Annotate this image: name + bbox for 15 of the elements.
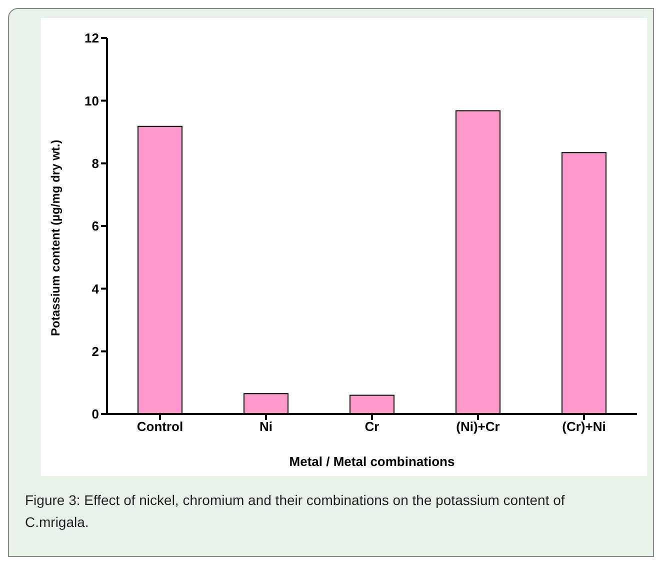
y-tick-label: 12 <box>84 30 99 46</box>
x-tick-label: (Cr)+Ni <box>562 419 606 434</box>
y-tick-label: 0 <box>92 406 99 422</box>
y-axis-title: Potassium content (µg/mg dry wt.) <box>48 140 62 336</box>
y-tick-label: 10 <box>84 93 99 108</box>
x-tick-label: Control <box>136 419 184 434</box>
caption: Figure 3: Effect of nickel, chromium and their combinations on the potassium content of C.mrigala. <box>25 491 566 532</box>
y-tick-label: 8 <box>92 156 99 171</box>
x-tick-label: (Ni)+Cr <box>456 419 500 434</box>
y-tick-label: 4 <box>92 281 100 296</box>
y-tick-label: 2 <box>92 344 99 359</box>
x-tick-label: Cr <box>364 419 380 434</box>
x-tick-label: Ni <box>260 419 272 434</box>
y-tick-label: 6 <box>92 218 99 234</box>
x-axis-title: Metal / Metal combinations <box>289 454 455 469</box>
